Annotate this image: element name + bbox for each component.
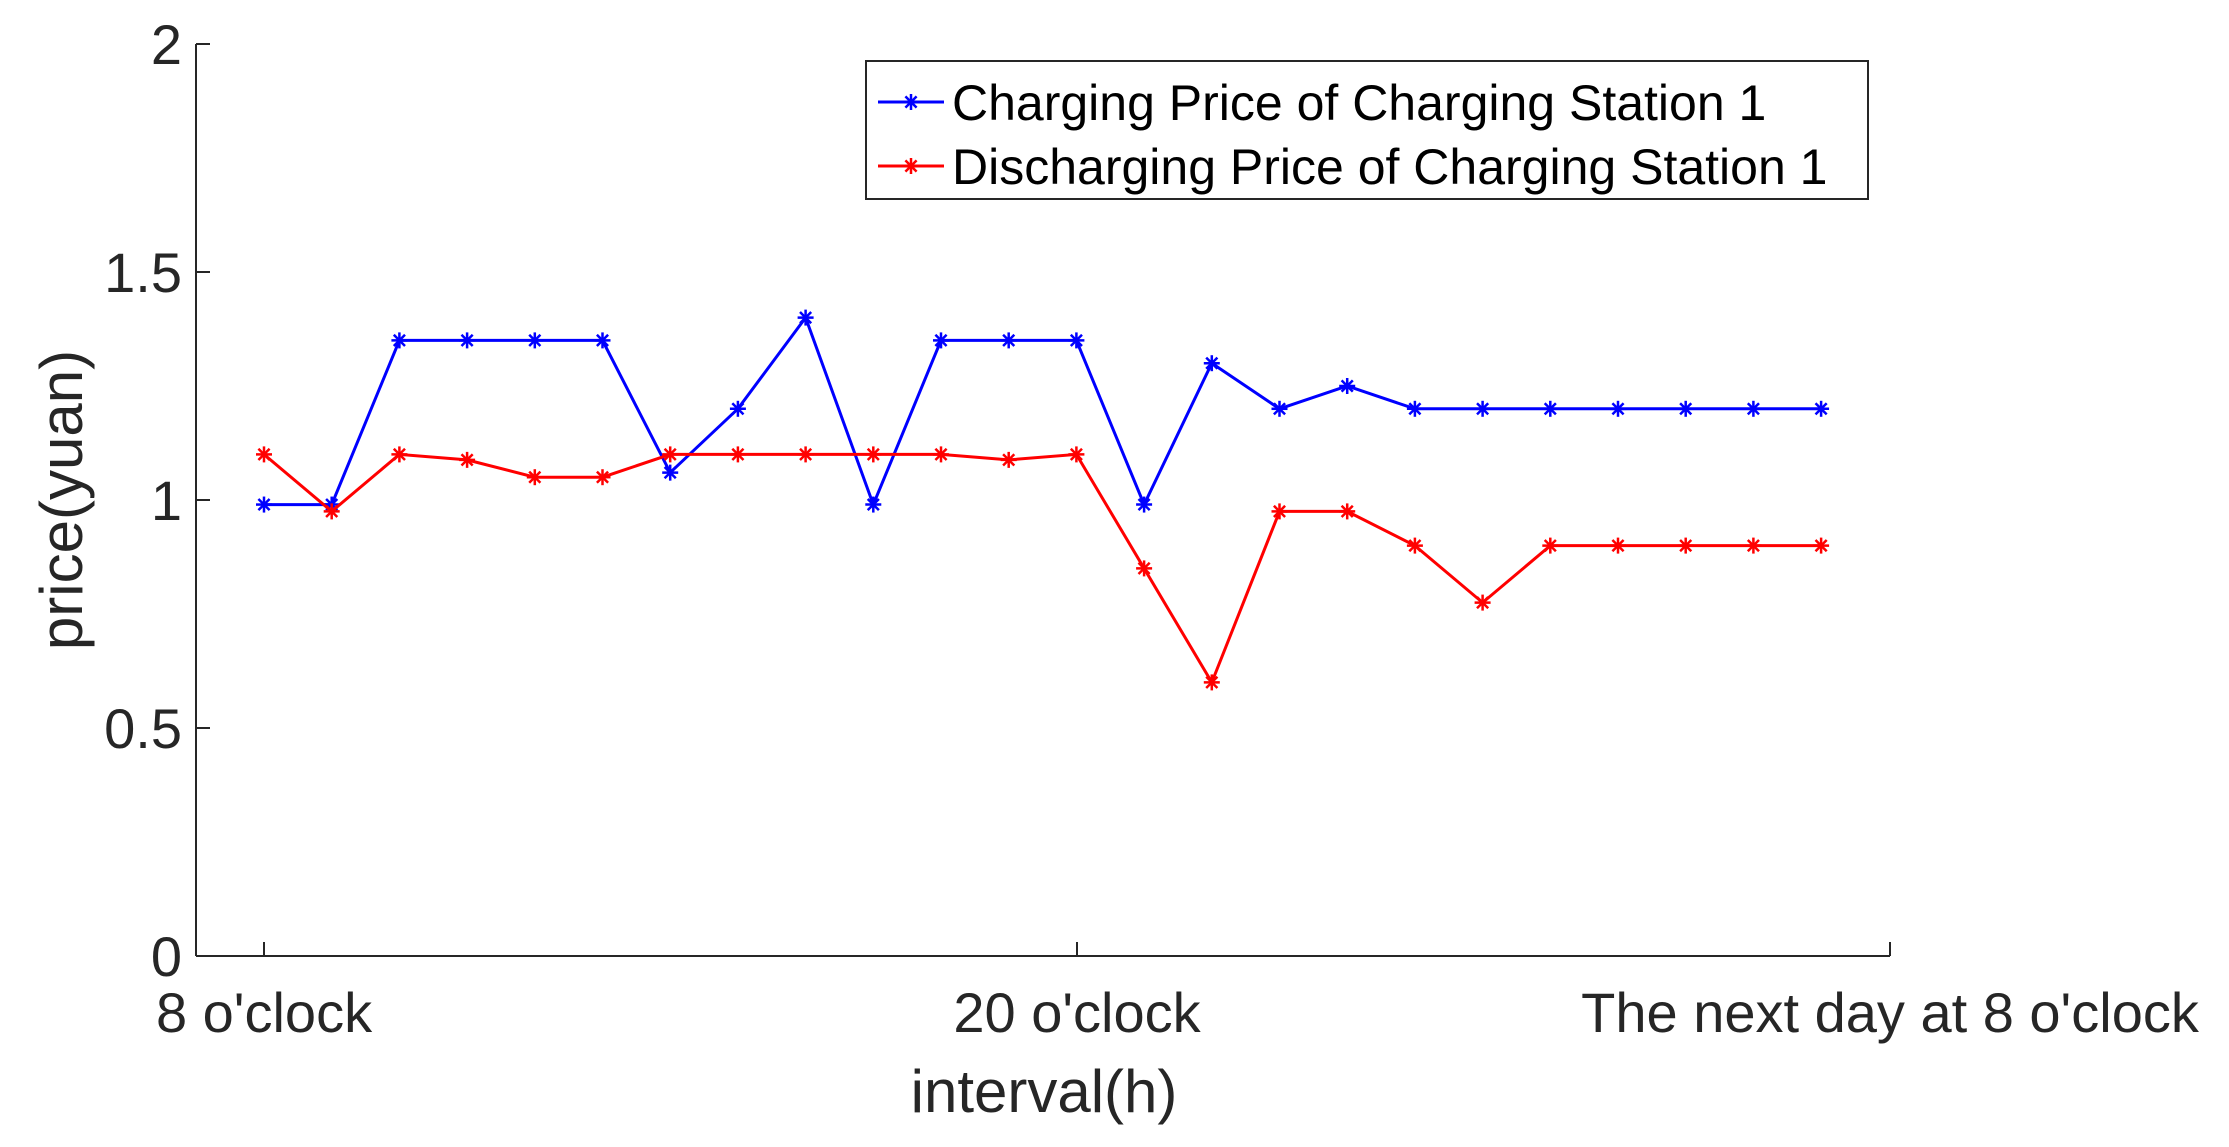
data-point bbox=[391, 446, 408, 463]
y-ticks: 0 0.5 1 1.5 2 bbox=[104, 13, 210, 988]
y-tick-label: 2 bbox=[151, 13, 182, 76]
legend-item: Charging Price of Charging Station 1 bbox=[878, 75, 1766, 131]
data-point bbox=[1136, 496, 1153, 513]
data-point bbox=[1203, 674, 1220, 691]
data-point bbox=[1339, 503, 1356, 520]
data-point bbox=[1677, 400, 1694, 417]
x-tick-label: 8 o'clock bbox=[156, 981, 373, 1044]
legend: Charging Price of Charging Station 1 Disc… bbox=[865, 60, 1869, 200]
data-point bbox=[1339, 378, 1356, 394]
legend-entries: Charging Price of Charging Station 1 Disc… bbox=[878, 75, 1827, 195]
data-point bbox=[729, 446, 746, 463]
series-2 bbox=[256, 446, 1830, 691]
data-point bbox=[256, 446, 272, 463]
data-point bbox=[662, 446, 679, 463]
data-point bbox=[1542, 400, 1559, 417]
data-point bbox=[391, 332, 408, 349]
y-tick-label: 1.5 bbox=[104, 241, 182, 304]
data-point bbox=[526, 332, 543, 349]
data-point bbox=[797, 309, 814, 326]
data-point bbox=[1745, 400, 1762, 417]
data-point bbox=[933, 446, 949, 463]
data-point bbox=[797, 446, 814, 463]
data-point bbox=[459, 451, 476, 468]
legend-marker bbox=[903, 94, 919, 110]
data-point bbox=[662, 464, 679, 481]
series-line bbox=[263, 452, 1822, 686]
legend-marker bbox=[903, 158, 919, 174]
data-point bbox=[1610, 400, 1626, 417]
series-group bbox=[256, 309, 1830, 691]
data-point bbox=[865, 496, 882, 513]
y-tick-label: 1 bbox=[151, 469, 182, 532]
legend-label: Discharging Price of Charging Station 1 bbox=[952, 139, 1827, 195]
data-point bbox=[1745, 537, 1762, 554]
series-1 bbox=[256, 309, 1830, 513]
data-point bbox=[1474, 400, 1491, 417]
y-axis-title: price(yuan) bbox=[28, 350, 95, 650]
data-point bbox=[323, 503, 340, 520]
data-point bbox=[1271, 503, 1288, 520]
data-point bbox=[1406, 537, 1423, 554]
legend-item: Discharging Price of Charging Station 1 bbox=[878, 139, 1827, 195]
data-point bbox=[1136, 560, 1153, 577]
data-point bbox=[1203, 355, 1220, 372]
data-point bbox=[1813, 537, 1830, 554]
x-tick-label: 20 o'clock bbox=[953, 981, 1201, 1044]
series-line bbox=[264, 314, 1822, 509]
x-ticks: 8 o'clock 20 o'clock The next day at 8 o'c… bbox=[156, 942, 2200, 1044]
data-point bbox=[1000, 451, 1017, 468]
data-point bbox=[1000, 332, 1017, 349]
data-point bbox=[1271, 400, 1288, 417]
data-point bbox=[594, 469, 611, 486]
legend-box bbox=[865, 60, 1869, 200]
y-tick-label: 0 bbox=[151, 925, 182, 988]
data-point bbox=[1068, 446, 1085, 463]
data-point bbox=[594, 332, 611, 349]
data-point bbox=[1813, 400, 1830, 417]
data-point bbox=[933, 332, 949, 349]
data-point bbox=[729, 400, 746, 417]
data-point bbox=[1542, 537, 1559, 554]
data-point bbox=[1474, 594, 1491, 611]
data-point bbox=[865, 446, 882, 463]
data-point bbox=[256, 496, 272, 513]
legend-label: Charging Price of Charging Station 1 bbox=[952, 75, 1766, 131]
data-point bbox=[1677, 537, 1694, 554]
data-point bbox=[1610, 537, 1626, 554]
data-point bbox=[526, 469, 543, 486]
x-tick-label: The next day at 8 o'clock bbox=[1581, 981, 2200, 1044]
data-point bbox=[459, 332, 476, 349]
data-point bbox=[1406, 400, 1423, 417]
x-axis-title: interval(h) bbox=[911, 1058, 1178, 1125]
y-tick-label: 0.5 bbox=[104, 697, 182, 760]
data-point bbox=[1068, 332, 1085, 349]
